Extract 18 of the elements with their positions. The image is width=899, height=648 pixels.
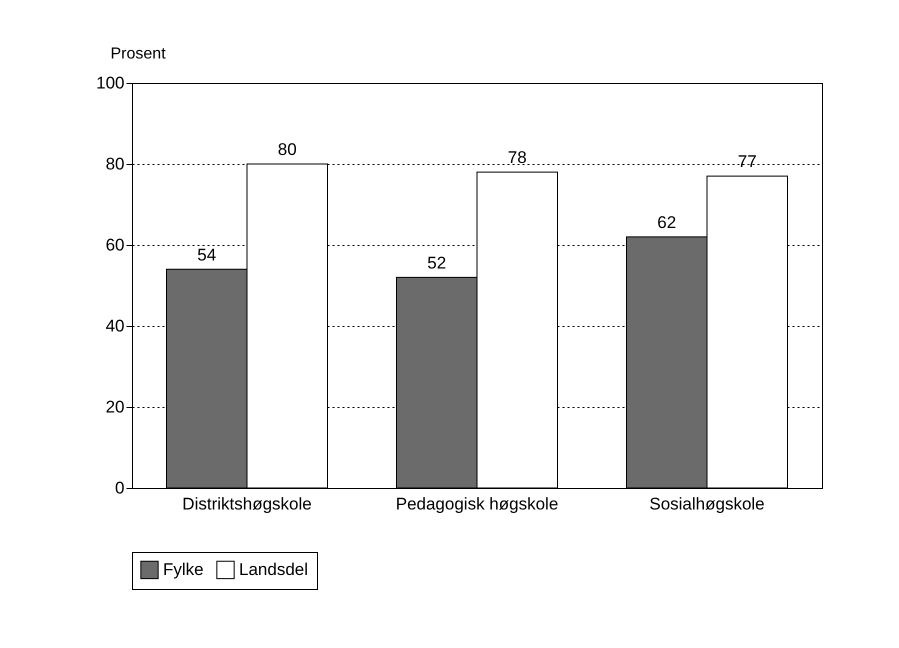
y-tick-label: 100 (96, 74, 124, 92)
y-axis-title: Prosent (110, 46, 166, 62)
x-tick-label: Pedagogisk høgskole (396, 494, 558, 514)
data-label: 80 (278, 140, 297, 159)
y-tick-label: 0 (115, 478, 124, 498)
data-label: 54 (197, 245, 216, 264)
x-tick-label: Distriktshøgskole (182, 494, 312, 514)
data-label: 77 (738, 152, 757, 172)
data-label: 78 (508, 148, 527, 168)
data-label: 62 (657, 212, 676, 232)
data-label: 52 (427, 253, 446, 272)
y-tick-label: 40 (106, 316, 124, 336)
legend-label: Fylke (163, 560, 204, 579)
y-tick-label: 60 (106, 236, 124, 254)
x-tick-label: Sosialhøgskole (649, 494, 765, 514)
y-tick-label: 80 (106, 154, 124, 174)
legend-label: Landsdel (239, 560, 308, 579)
y-tick-label: 20 (106, 398, 124, 416)
